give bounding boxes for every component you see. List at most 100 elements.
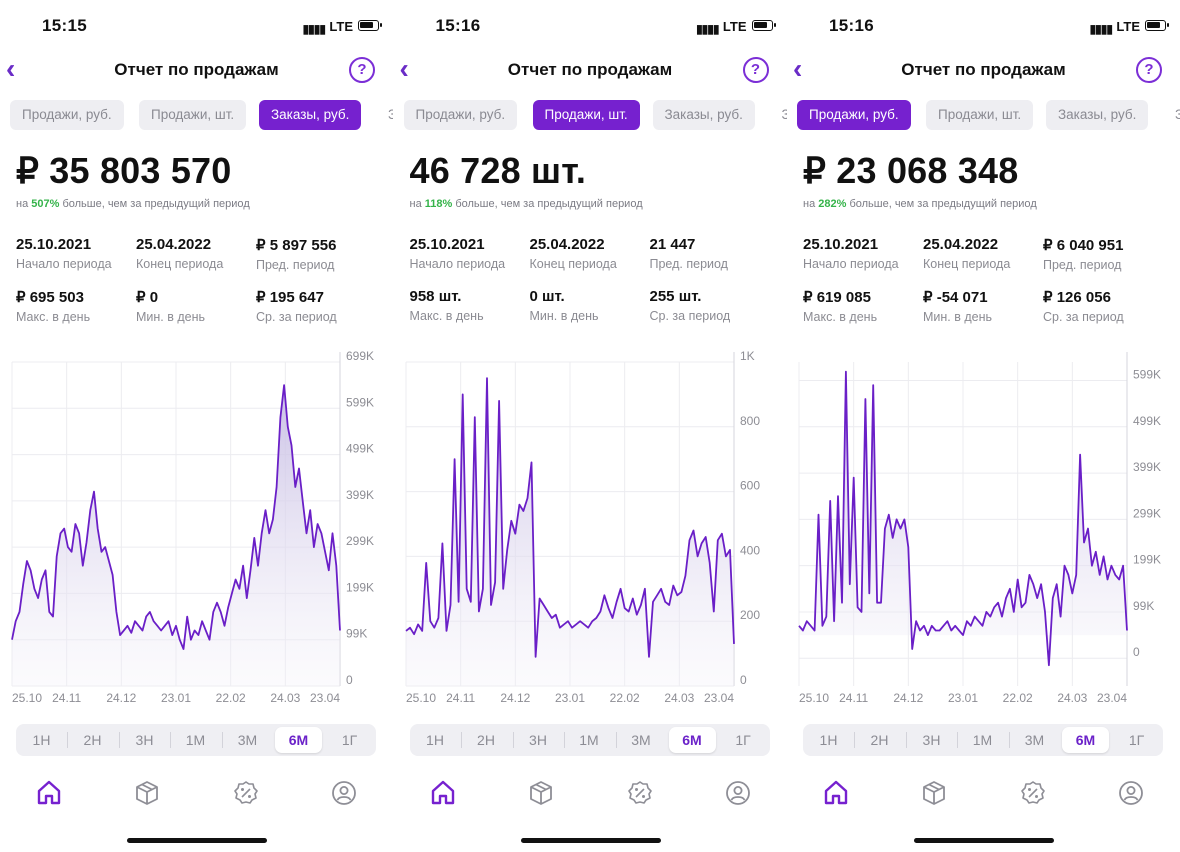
period-6[interactable]: 1Г	[1128, 732, 1145, 748]
profile-icon[interactable]	[327, 776, 361, 810]
x-tick-label: 24.11	[839, 691, 868, 705]
delta-prefix: на	[16, 198, 32, 210]
discount-icon[interactable]	[1016, 776, 1050, 810]
x-tick-label: 23.04	[310, 691, 340, 705]
series-area	[12, 385, 340, 686]
period-2[interactable]: 3Н	[922, 732, 941, 748]
status-bar: 15:16 ▮▮▮▮ LTE	[394, 14, 787, 40]
x-tick-label: 22.02	[216, 691, 246, 705]
status-bar: 15:15 ▮▮▮▮ LTE	[0, 14, 393, 40]
stat-label: Мин. в день	[923, 310, 993, 324]
period-5[interactable]: 6М	[275, 727, 322, 753]
discount-icon[interactable]	[229, 776, 263, 810]
period-4[interactable]: 3М	[631, 732, 651, 748]
battery-icon	[358, 20, 382, 31]
tab-3[interactable]: З	[781, 107, 787, 122]
x-tick-label: 24.11	[446, 691, 475, 705]
delta-prefix: на	[409, 198, 425, 210]
battery-icon	[751, 20, 776, 31]
stat-1: 25.04.2022 Конец периода	[530, 236, 650, 271]
tab-0[interactable]: Продажи, руб.	[403, 100, 518, 130]
sales-chart[interactable]: 25.10 24.11 24.12 23.01 22.02 24.03 23.04 0 99K 1…	[0, 348, 393, 710]
tab-1[interactable]: Продажи, шт.	[139, 100, 247, 130]
tab-3[interactable]: З	[388, 107, 393, 122]
tab-3[interactable]: З	[1175, 107, 1180, 122]
stat-value: ₽ 0	[136, 289, 159, 306]
tab-0[interactable]: Продажи, руб.	[10, 100, 124, 130]
tab-2[interactable]: Заказы, руб.	[259, 100, 362, 130]
back-icon[interactable]: ‹	[399, 53, 409, 84]
series-line	[404, 377, 735, 658]
period-0[interactable]: 1Н	[819, 732, 838, 748]
period-4[interactable]: 3М	[1024, 732, 1045, 748]
home-indicator	[520, 838, 661, 843]
delta-suffix: больше, чем за предыдущий период	[452, 198, 643, 210]
page-title: Отчет по продажам	[901, 60, 1066, 79]
period-1[interactable]: 2Н	[870, 732, 889, 748]
tab-2[interactable]: Заказы, руб.	[652, 100, 755, 130]
stat-1: 25.04.2022 Конец периода	[136, 236, 256, 271]
period-2[interactable]: 3Н	[135, 732, 154, 748]
period-divider	[563, 732, 565, 748]
period-1[interactable]: 2Н	[83, 732, 102, 748]
series-line	[798, 370, 1128, 667]
y-tick-label: 200	[740, 608, 760, 622]
delta-percent: 507%	[31, 198, 60, 210]
stat-value: 0 шт.	[529, 288, 565, 305]
delta-suffix: больше, чем за предыдущий период	[846, 198, 1037, 210]
period-3[interactable]: 1М	[185, 732, 206, 748]
stat-4: ₽ 0 Мин. в день	[136, 288, 256, 324]
period-5[interactable]: 6М	[1062, 727, 1109, 753]
home-icon[interactable]	[819, 776, 853, 810]
stat-5: ₽ 126 056 Ср. за период	[1043, 288, 1163, 324]
delta-text: на 282% больше, чем за предыдущий период	[803, 198, 1037, 210]
home-icon[interactable]	[426, 776, 460, 810]
stat-label: Пред. период	[649, 257, 728, 271]
y-tick-label: 699K	[346, 349, 374, 363]
tab-1[interactable]: Продажи, шт.	[926, 100, 1034, 130]
profile-icon[interactable]	[1114, 776, 1148, 810]
discount-icon[interactable]	[623, 776, 657, 810]
tab-1[interactable]: Продажи, шт.	[532, 100, 640, 130]
period-divider	[1009, 732, 1010, 748]
period-1[interactable]: 2Н	[477, 732, 495, 748]
period-3[interactable]: 1М	[579, 732, 599, 748]
sales-chart[interactable]: 25.10 24.11 24.12 23.01 22.02 24.03 23.04 0 200 4…	[394, 348, 787, 710]
stat-0: 25.10.2021 Начало периода	[410, 236, 530, 271]
status-bar: 15:16 ▮▮▮▮ LTE	[787, 14, 1180, 40]
phone-screen-1: 15:15 ▮▮▮▮ LTE ‹ Отчет по продажам ? Про…	[0, 0, 393, 852]
stat-label: Макс. в день	[409, 309, 484, 323]
box-icon[interactable]	[524, 776, 558, 810]
period-2[interactable]: 3Н	[529, 732, 547, 748]
box-icon[interactable]	[130, 776, 164, 810]
tab-2[interactable]: Заказы, руб.	[1046, 100, 1149, 130]
help-icon[interactable]: ?	[349, 57, 375, 83]
stat-5: ₽ 195 647 Ср. за период	[256, 288, 376, 324]
period-5[interactable]: 6М	[668, 727, 716, 753]
help-icon[interactable]: ?	[1136, 57, 1162, 83]
x-tick-label: 24.03	[1057, 691, 1087, 705]
delta-percent: 282%	[818, 198, 847, 210]
x-tick-label: 25.10	[406, 691, 436, 705]
profile-icon[interactable]	[721, 776, 755, 810]
y-tick-label: 599K	[1133, 368, 1161, 382]
tab-0[interactable]: Продажи, руб.	[797, 100, 911, 130]
y-tick-label: 99K	[346, 627, 367, 641]
x-tick-label: 24.12	[500, 691, 530, 705]
period-4[interactable]: 3М	[237, 732, 258, 748]
series-line	[11, 384, 341, 650]
period-0[interactable]: 1Н	[32, 732, 51, 748]
back-icon[interactable]: ‹	[793, 53, 803, 84]
sales-chart[interactable]: 25.10 24.11 24.12 23.01 22.02 24.03 23.04 0 99K 1…	[787, 348, 1180, 710]
chart-svg: 25.10 24.11 24.12 23.01 22.02 24.03 23.04 0 99K 1…	[798, 352, 1161, 705]
help-icon[interactable]: ?	[742, 57, 769, 83]
y-tick-label: 299K	[346, 534, 374, 548]
period-0[interactable]: 1Н	[426, 732, 444, 748]
period-divider	[957, 732, 958, 748]
period-3[interactable]: 1М	[972, 732, 993, 748]
home-icon[interactable]	[32, 776, 66, 810]
back-icon[interactable]: ‹	[6, 53, 16, 84]
box-icon[interactable]	[917, 776, 951, 810]
period-6[interactable]: 1Г	[341, 732, 358, 748]
period-6[interactable]: 1Г	[735, 732, 751, 748]
